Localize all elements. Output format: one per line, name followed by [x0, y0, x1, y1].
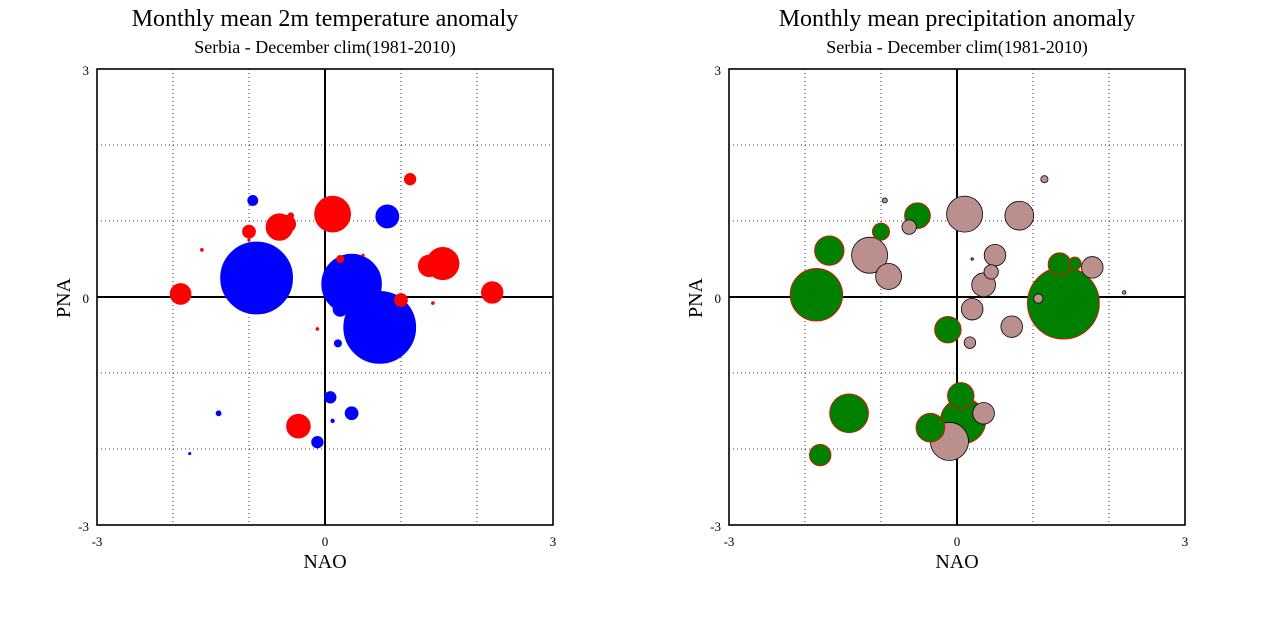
y-tick-label-max: 3 — [83, 63, 90, 78]
anomaly-bubble — [247, 195, 259, 206]
anomaly-bubble — [934, 315, 962, 344]
anomaly-bubble — [789, 268, 844, 322]
anomaly-bubble — [481, 281, 504, 304]
anomaly-bubble — [215, 410, 222, 417]
plot-frame — [728, 68, 1186, 526]
anomaly-bubble — [286, 413, 311, 439]
anomaly-bubble — [1040, 175, 1049, 184]
anomaly-bubble — [1047, 252, 1072, 277]
x-tick-label-max: 3 — [550, 534, 557, 549]
anomaly-bubble — [332, 301, 348, 317]
anomaly-bubble — [330, 418, 335, 424]
anomaly-bubble — [875, 263, 902, 290]
anomaly-bubble — [972, 402, 995, 425]
anomaly-bubble — [277, 214, 297, 234]
anomaly-bubble — [417, 254, 441, 278]
y-tick-label-min: -3 — [78, 519, 89, 534]
chart-subtitle: Serbia - December clim(1981-2010) — [826, 37, 1087, 58]
anomaly-bubble — [247, 238, 251, 242]
y-tick-label-min: -3 — [710, 519, 721, 534]
anomaly-bubble — [287, 212, 295, 219]
anomaly-bubble — [375, 204, 400, 229]
y-axis-title: PNA — [53, 277, 75, 318]
anomaly-bubble — [901, 219, 917, 235]
anomaly-bubble — [431, 301, 435, 305]
anomaly-bubble — [1121, 290, 1127, 295]
anomaly-bubble — [220, 241, 294, 315]
anomaly-bubble — [311, 435, 324, 449]
anomaly-bubble — [961, 297, 984, 321]
anomaly-bubble — [947, 382, 975, 410]
x-tick-label-min: -3 — [724, 534, 735, 549]
chart-title: Monthly mean 2m temperature anomaly — [132, 6, 519, 32]
anomaly-bubble — [242, 224, 256, 239]
x-tick-label-max: 3 — [1182, 534, 1189, 549]
precipitation-anomaly-chart: Monthly mean precipitation anomaly Serbi… — [685, 6, 1188, 573]
temperature-anomaly-chart: Monthly mean 2m temperature anomaly Serb… — [53, 6, 556, 573]
anomaly-bubble — [970, 257, 974, 261]
x-tick-label-min: -3 — [92, 534, 103, 549]
anomaly-bubble — [983, 264, 999, 280]
anomaly-bubble — [324, 391, 337, 404]
anomaly-bubble — [829, 393, 869, 434]
bubbles — [169, 173, 504, 456]
anomaly-bubble — [361, 253, 365, 257]
anomaly-bubble — [188, 451, 192, 456]
anomaly-bubble — [1067, 256, 1082, 271]
y-tick-label-zero: 0 — [83, 291, 90, 306]
anomaly-bubble — [1081, 256, 1104, 279]
anomaly-bubble — [403, 173, 417, 186]
anomaly-bubble — [344, 406, 359, 421]
anomaly-bubble — [200, 248, 204, 252]
y-tick-label-zero: 0 — [715, 291, 722, 306]
x-tick-label-zero: 0 — [954, 534, 961, 549]
anomaly-bubble — [314, 195, 352, 233]
anomaly-bubble — [1033, 293, 1044, 304]
anomaly-bubble — [1004, 200, 1035, 231]
x-tick-label-zero: 0 — [322, 534, 329, 549]
anomaly-bubble — [881, 197, 888, 204]
anomaly-bubble — [321, 253, 382, 315]
chart-subtitle: Serbia - December clim(1981-2010) — [194, 37, 455, 58]
anomaly-bubble — [394, 293, 408, 307]
anomaly-bubble — [336, 254, 345, 263]
anomaly-bubble — [946, 195, 983, 233]
anomaly-bubble — [333, 339, 342, 348]
x-axis-title: NAO — [303, 551, 346, 573]
anomaly-bubble — [963, 336, 977, 349]
x-axis-title: NAO — [935, 551, 978, 573]
y-tick-label-max: 3 — [715, 63, 722, 78]
y-axis-title: PNA — [685, 277, 707, 318]
anomaly-bubble — [809, 443, 832, 467]
anomaly-bubble — [315, 327, 320, 331]
chart-title: Monthly mean precipitation anomaly — [779, 6, 1136, 32]
anomaly-bubble — [169, 283, 192, 305]
plot-frame — [96, 68, 554, 526]
anomaly-bubble — [983, 243, 1007, 267]
anomaly-bubble — [851, 236, 888, 274]
anomaly-bubble — [915, 412, 946, 443]
anomaly-bubble — [814, 235, 845, 266]
anomaly-bubble — [871, 222, 891, 241]
anomaly-bubble — [1000, 315, 1023, 338]
bubbles — [789, 175, 1127, 467]
